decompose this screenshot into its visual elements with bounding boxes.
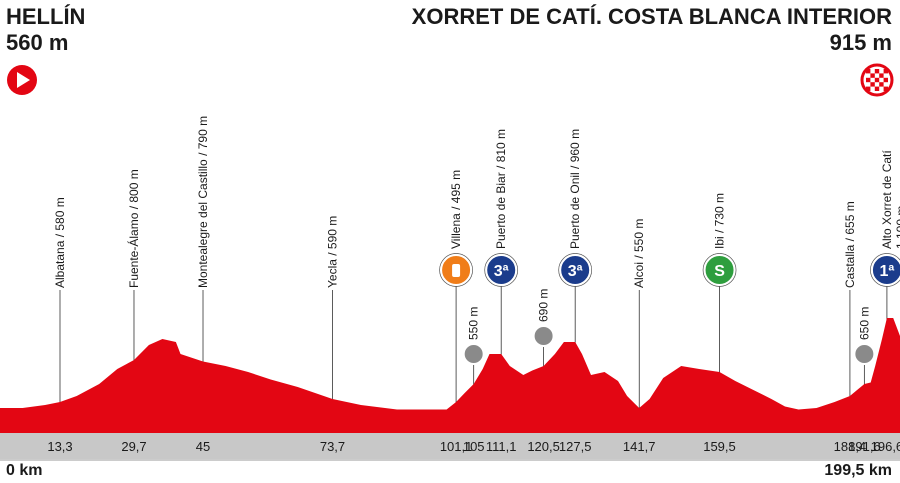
category-label: 3ª <box>494 263 509 280</box>
finish-check-square <box>866 86 871 91</box>
climb-category-icon <box>870 254 900 286</box>
bottle-icon <box>452 264 461 277</box>
finish-check-square <box>874 86 880 91</box>
icon-outline <box>702 253 737 287</box>
point-label: Puerto de Onil / 960 m <box>568 129 582 249</box>
finish-check-square <box>883 86 888 91</box>
km-mark-label: 127,5 <box>559 439 592 454</box>
km-band <box>0 433 900 459</box>
start-km-label: 0 km <box>6 462 43 479</box>
intermediate-point-icon <box>462 343 485 365</box>
finish-check-square <box>874 69 880 74</box>
km-mark-label: 196,6 <box>871 439 900 454</box>
point-label: Puerto de Biar / 810 m <box>494 129 508 249</box>
point-label: Yecla / 590 m <box>325 216 339 288</box>
finish-check-square <box>883 69 888 74</box>
km-mark-label: 111,1 <box>486 439 517 454</box>
end-km-label: 199,5 km <box>824 462 892 479</box>
km-mark-label: 191,6 <box>848 439 881 454</box>
point-label-altitude: 1.100 m <box>894 206 900 249</box>
sprint-icon <box>703 254 736 286</box>
point-label: 550 m <box>467 307 481 340</box>
point-label: Ibi / 730 m <box>713 193 727 249</box>
km-mark-label: 29,7 <box>121 439 146 454</box>
finish-check-square <box>866 77 871 83</box>
elevation-profile-area <box>0 318 900 433</box>
intermediate-point-icon <box>532 325 555 347</box>
category-label: 1ª <box>880 263 895 280</box>
start-town-name: HELLÍN <box>6 4 86 29</box>
point-label: Albatana / 580 m <box>53 197 67 288</box>
finish-check-square <box>883 77 888 83</box>
intermediate-point-icon <box>853 343 876 365</box>
icon-outline <box>439 253 473 287</box>
point-label: Alto Xorret de Catí <box>880 150 894 249</box>
start-altitude: 560 m <box>6 30 69 55</box>
km-mark-label: 188,4 <box>834 439 867 454</box>
point-marker <box>439 253 473 287</box>
checkered-flag-icon <box>860 63 894 97</box>
finish-check-square <box>870 82 875 87</box>
finish-town-name: XORRET DE CATÍ. COSTA BLANCA INTERIOR <box>411 4 892 29</box>
finish-check-square <box>879 73 884 78</box>
point-marker: S <box>702 253 737 287</box>
km-mark-label: 141,7 <box>623 439 656 454</box>
climb-category-icon <box>485 254 518 286</box>
point-label: 690 m <box>537 289 551 322</box>
icon-outline <box>870 253 900 287</box>
finish-check-square <box>866 69 871 74</box>
play-icon <box>17 72 30 88</box>
point-marker: 1ª <box>870 253 900 287</box>
point-label: Villena / 495 m <box>449 170 463 249</box>
point-marker: 3ª <box>558 253 593 287</box>
finish-altitude: 915 m <box>829 30 892 55</box>
point-marker <box>853 343 876 365</box>
km-mark-label: 45 <box>196 439 210 454</box>
icon-outline <box>484 253 519 287</box>
km-mark-label: 159,5 <box>703 439 736 454</box>
point-label: 650 m <box>857 307 871 340</box>
category-label: S <box>714 263 725 280</box>
km-mark-label: 105 <box>463 439 485 454</box>
point-label: Alcoi / 550 m <box>632 219 646 288</box>
point-label: Fuente-Álamo / 800 m <box>126 169 141 288</box>
point-label: Castalla / 655 m <box>843 201 857 288</box>
point-marker: 3ª <box>484 253 519 287</box>
point-label: Montealegre del Castillo / 790 m <box>196 116 210 288</box>
point-marker <box>462 343 485 365</box>
icon-outline <box>558 253 593 287</box>
km-mark-label: 73,7 <box>320 439 345 454</box>
finish-check-square <box>879 82 884 87</box>
point-marker <box>532 325 555 347</box>
category-label: 3ª <box>568 263 583 280</box>
km-mark-label: 13,3 <box>47 439 72 454</box>
start-icon <box>7 65 37 95</box>
km-mark-label: 120,5 <box>527 439 560 454</box>
climb-category-icon <box>559 254 592 286</box>
km-mark-label: 101,1 <box>440 439 473 454</box>
finish-check-square <box>874 77 880 83</box>
finish-check-square <box>870 73 875 78</box>
